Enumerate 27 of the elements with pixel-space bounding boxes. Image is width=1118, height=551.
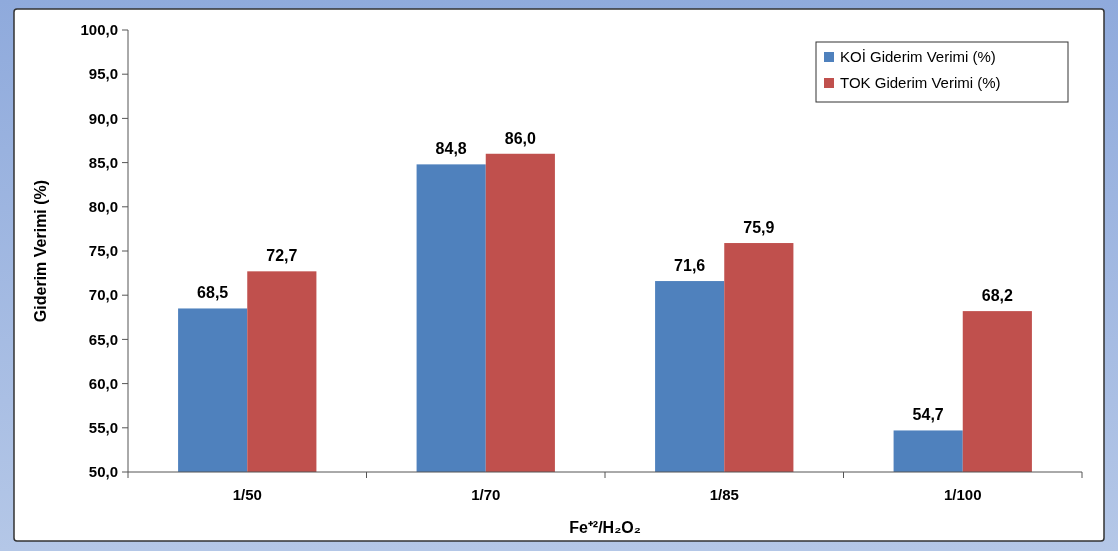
data-label: 68,5 xyxy=(197,284,229,302)
legend-label: KOİ Giderim Verimi (%) xyxy=(840,48,996,66)
legend-label: TOK Giderim Verimi (%) xyxy=(840,74,1001,92)
x-tick-label: 1/50 xyxy=(232,486,262,503)
x-tick-label: 1/85 xyxy=(709,486,739,503)
data-label: 72,7 xyxy=(266,247,298,265)
data-label: 84,8 xyxy=(435,140,467,158)
y-tick-label: 95,0 xyxy=(88,65,118,83)
y-tick-label: 70,0 xyxy=(88,286,118,304)
y-tick-label: 90,0 xyxy=(88,109,118,127)
x-axis-title: Fe⁺²/H₂O₂ xyxy=(569,519,641,536)
y-tick-label: 80,0 xyxy=(88,198,118,216)
y-tick-label: 50,0 xyxy=(88,463,118,481)
data-label: 75,9 xyxy=(743,219,775,237)
x-tick-label: 1/70 xyxy=(471,486,501,503)
y-axis-title: Giderim Verimi (%) xyxy=(32,179,49,323)
y-tick-label: 55,0 xyxy=(88,419,118,437)
data-label: 54,7 xyxy=(912,406,944,424)
y-tick-label: 100,0 xyxy=(80,21,118,39)
data-label: 86,0 xyxy=(504,129,536,147)
x-tick-label: 1/100 xyxy=(943,486,982,503)
y-tick-label: 65,0 xyxy=(88,330,118,348)
data-label: 68,2 xyxy=(981,287,1013,305)
y-tick-label: 60,0 xyxy=(88,374,118,392)
y-tick-label: 75,0 xyxy=(88,242,118,260)
data-label: 71,6 xyxy=(674,257,706,275)
y-tick-label: 85,0 xyxy=(88,153,118,171)
